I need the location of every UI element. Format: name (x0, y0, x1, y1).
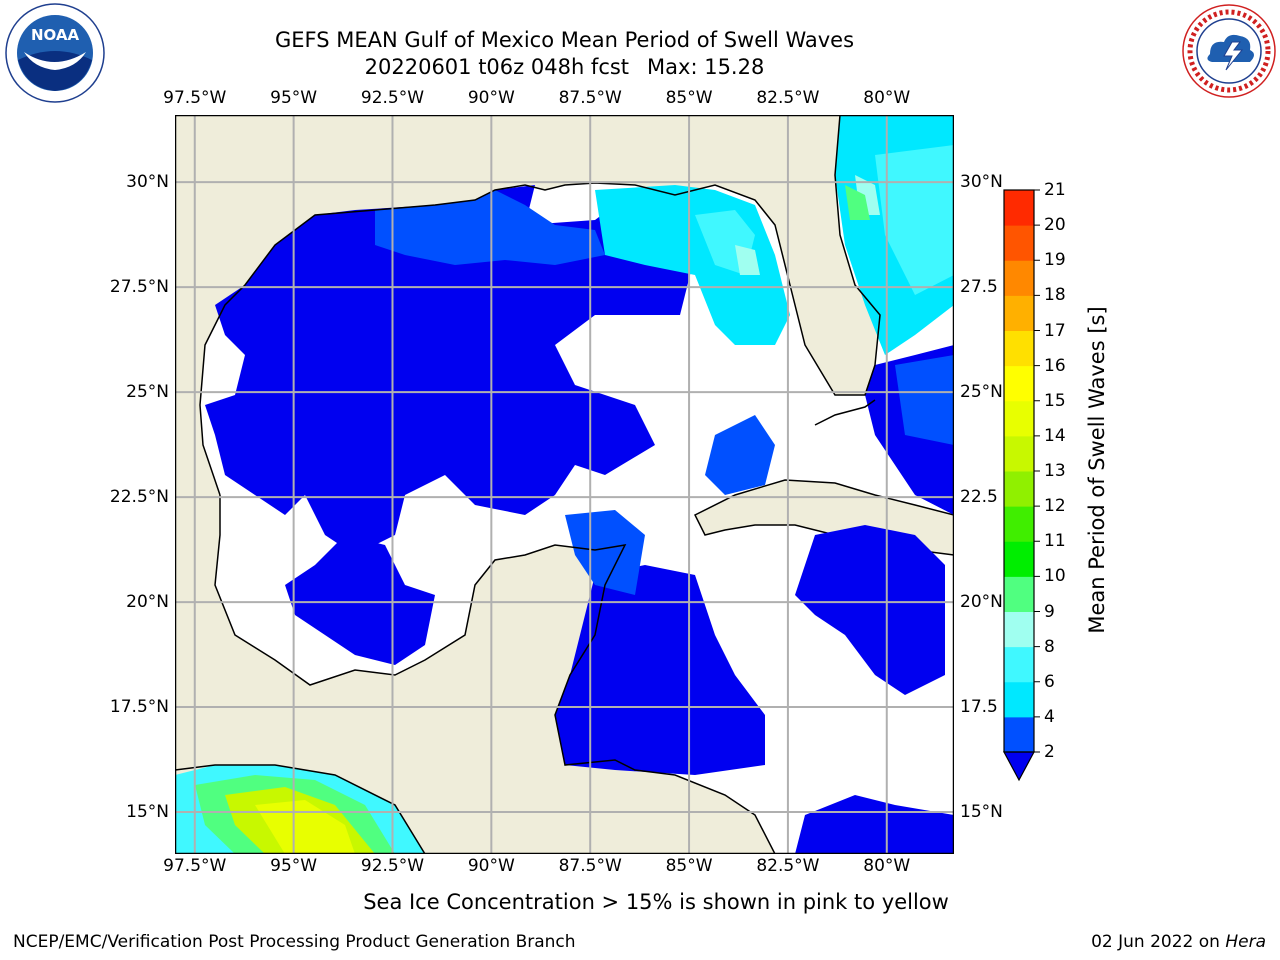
lat-label-right: 27.5 (960, 277, 998, 298)
pacific-swell-field (175, 765, 425, 854)
lon-label-bottom: 80°W (863, 856, 911, 876)
lon-label-top: 97.5°W (163, 88, 227, 108)
colorbar-segment (1004, 611, 1034, 648)
gulf-of-mexico-map (175, 115, 954, 854)
lon-label-top: 80°W (863, 88, 911, 108)
max-value: Max: 15.28 (647, 55, 765, 79)
lat-label-left: 27.5°N (109, 277, 169, 298)
footer-host: Hera (1225, 932, 1266, 952)
colorbar-tick-label: 13 (1044, 461, 1066, 481)
lat-label-right: 25°N (960, 382, 1003, 403)
colorbar-segment (1004, 260, 1034, 296)
colorbar-tick-label: 14 (1044, 425, 1066, 446)
lat-label-left: 15°N (126, 802, 169, 822)
colorbar-tick-label: 2 (1044, 742, 1055, 762)
lon-label-top: 82.5°W (756, 88, 820, 108)
chart-title: GEFS MEAN Gulf of Mexico Mean Period of … (274, 28, 855, 52)
forecast-date: 20220601 t06z 048h fcst (364, 55, 630, 79)
noaa-logo-text: NOAA (31, 26, 80, 44)
colorbar-segment (1004, 716, 1034, 753)
colorbar-segment (1004, 681, 1034, 718)
sea-ice-note: Sea Ice Concentration > 15% is shown in … (363, 890, 949, 914)
colorbar-segment (1004, 190, 1034, 226)
lat-label-left: 22.5°N (109, 487, 169, 508)
graticule (175, 115, 954, 854)
colorbar-segment (1004, 576, 1034, 612)
colorbar-segment (1004, 400, 1034, 437)
lon-label-bottom: 85°W (665, 856, 713, 876)
lat-label-left: 30°N (126, 172, 169, 193)
footer-date: 02 Jun 2022 on Hera (1091, 932, 1266, 952)
footer-branch: NCEP/EMC/Verification Post Processing Pr… (13, 932, 576, 952)
chart-subtitle-line: 20220601 t06z 048h fcst Max: 15.28 (175, 54, 954, 80)
colorbar-tick-label: 20 (1044, 215, 1066, 236)
map-frame (175, 115, 954, 854)
colorbar-segment (1004, 295, 1034, 331)
lon-label-bottom: 90°W (467, 856, 515, 876)
swell-field-2-4 (375, 190, 954, 595)
lon-label-top: 92.5°W (360, 88, 425, 108)
lat-label-right: 20°N (960, 592, 1003, 613)
colorbar-tick-label: 12 (1044, 496, 1066, 517)
lon-label-bottom: 92.5°W (360, 856, 425, 876)
colorbar-frame (1003, 189, 1035, 753)
colorbar-segment (1004, 471, 1034, 507)
colorbar-extend-min (1002, 751, 1036, 782)
colorbar-tick-label: 4 (1044, 706, 1055, 727)
colorbar-tick-label: 11 (1044, 531, 1066, 552)
lat-label-left: 25°N (126, 382, 169, 403)
colorbar-tick-label: 19 (1044, 250, 1066, 271)
lat-label-right: 30°N (960, 172, 1003, 193)
swell-field-9-10 (845, 185, 870, 220)
lon-label-bottom: 82.5°W (756, 856, 820, 876)
colorbar-tick-label: 15 (1044, 390, 1066, 411)
lat-label-right: 15°N (960, 802, 1003, 822)
colorbar-segment (1004, 330, 1034, 367)
lon-label-bottom: 87.5°W (558, 856, 622, 876)
colorbar-segment (1004, 225, 1034, 261)
colorbar-tick-label: 9 (1044, 601, 1055, 622)
lon-label-bottom: 97.5°W (163, 856, 227, 876)
colorbar-segment (1004, 541, 1034, 577)
colorbar-tick-label: 17 (1044, 320, 1066, 341)
colorbar-segment (1004, 646, 1034, 683)
colorbar-tick-label: 21 (1044, 180, 1066, 200)
lat-label-right: 17.5 (960, 697, 998, 718)
colorbar-segment (1004, 365, 1034, 402)
lon-label-top: 87.5°W (558, 88, 622, 108)
colorbar-label: Mean Period of Swell Waves [s] (1085, 306, 1109, 634)
lon-label-top: 95°W (270, 88, 318, 108)
lat-label-right: 22.5 (960, 487, 998, 508)
nws-logo-icon (1182, 4, 1276, 98)
lon-label-bottom: 95°W (270, 856, 318, 876)
noaa-logo-icon: NOAA (5, 3, 105, 103)
lon-label-top: 85°W (665, 88, 713, 108)
colorbar-segment (1004, 506, 1034, 542)
colorbar-tick-label: 16 (1044, 355, 1066, 376)
lat-label-left: 17.5°N (109, 697, 169, 718)
lat-label-left: 20°N (126, 592, 169, 613)
colorbar-segment (1004, 435, 1034, 472)
lon-label-top: 90°W (467, 88, 515, 108)
colorbar-tick-label: 6 (1044, 671, 1055, 692)
colorbar-tick-label: 18 (1044, 285, 1066, 306)
colorbar-tick-label: 10 (1044, 566, 1066, 587)
colorbar-tick-label: 8 (1044, 636, 1055, 657)
footer-date-text: 02 Jun 2022 on (1091, 932, 1226, 952)
